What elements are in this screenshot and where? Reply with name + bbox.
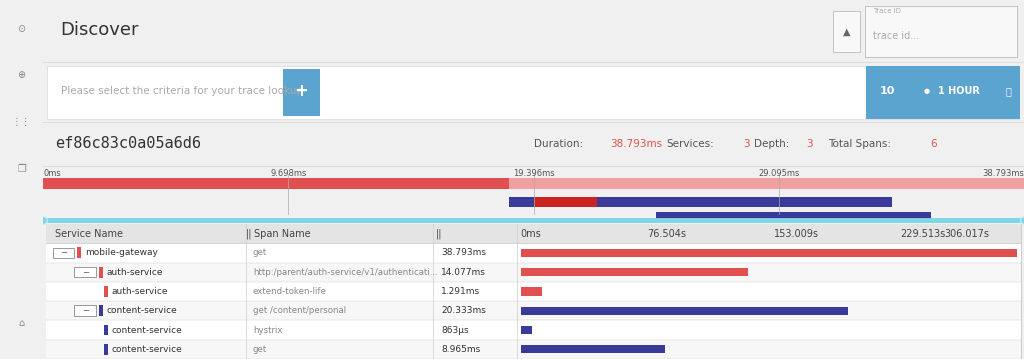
Text: −: − (82, 268, 89, 277)
Text: 14.077ms: 14.077ms (441, 268, 486, 277)
Text: 19.396ms: 19.396ms (513, 169, 554, 178)
Bar (534, 197, 597, 207)
Bar (43, 122, 1024, 123)
Text: 1 HOUR: 1 HOUR (938, 86, 980, 96)
Text: ▲: ▲ (843, 27, 850, 36)
Bar (521, 249, 1017, 257)
Bar (46, 282, 1021, 301)
Bar (521, 268, 748, 276)
Text: ⊕: ⊕ (17, 70, 26, 80)
Text: 29.095ms: 29.095ms (758, 169, 800, 178)
Text: +: + (295, 82, 308, 100)
Text: 38.793ms: 38.793ms (982, 169, 1024, 178)
Text: 1.291ms: 1.291ms (441, 287, 480, 296)
FancyBboxPatch shape (865, 6, 1017, 57)
Bar (284, 69, 319, 116)
Text: Trace ID: Trace ID (872, 8, 901, 14)
Text: 38.793ms: 38.793ms (441, 248, 486, 257)
Text: Service Name: Service Name (54, 229, 123, 239)
Bar (46, 301, 1021, 321)
Text: 0ms: 0ms (521, 229, 542, 239)
Bar (46, 321, 1021, 340)
Bar (521, 326, 531, 334)
Text: 🔍: 🔍 (1006, 86, 1012, 96)
Text: ●: ● (924, 88, 930, 94)
Text: 0ms: 0ms (43, 169, 60, 178)
Text: extend-token-life: extend-token-life (253, 287, 327, 296)
Text: content-service: content-service (112, 326, 182, 335)
Bar (103, 325, 108, 335)
Text: Span Name: Span Name (254, 229, 310, 239)
FancyBboxPatch shape (833, 11, 860, 52)
Text: 9.698ms: 9.698ms (270, 169, 306, 178)
Text: 8.965ms: 8.965ms (441, 345, 480, 354)
Text: −: − (60, 248, 68, 257)
Bar (103, 286, 108, 297)
Text: mobile-gateway: mobile-gateway (85, 248, 158, 257)
Text: ||: || (246, 229, 253, 239)
Text: Please select the criteria for your trace lookup: Please select the criteria for your trac… (60, 86, 303, 96)
Text: 10: 10 (880, 86, 895, 96)
Text: http:/parent/auth-service/v1/authenticati...: http:/parent/auth-service/v1/authenticat… (253, 268, 437, 277)
Text: 863μs: 863μs (441, 326, 469, 335)
Text: 6: 6 (930, 139, 937, 149)
Bar (46, 262, 1021, 282)
Bar (656, 212, 931, 220)
FancyBboxPatch shape (47, 66, 1019, 118)
Text: 20.333ms: 20.333ms (441, 306, 486, 315)
Text: 153.009s: 153.009s (774, 229, 819, 239)
Text: auth-service: auth-service (106, 268, 163, 277)
Bar (53, 248, 75, 258)
Text: Discover: Discover (60, 21, 139, 39)
Bar (99, 306, 102, 316)
Text: ⋮⋮: ⋮⋮ (11, 117, 32, 127)
Text: ||: || (435, 229, 442, 239)
Text: content-service: content-service (112, 345, 182, 354)
Text: get /content/personal: get /content/personal (253, 306, 346, 315)
Bar (521, 307, 848, 315)
Text: get: get (253, 248, 267, 257)
Text: ⊙: ⊙ (17, 24, 26, 34)
Text: 3: 3 (806, 139, 813, 149)
Text: ef86c83c0a05a6d6: ef86c83c0a05a6d6 (54, 136, 201, 151)
Bar (46, 243, 1021, 262)
Text: ⌂: ⌂ (18, 318, 25, 328)
Bar (43, 165, 1024, 167)
Text: 229.513s: 229.513s (900, 229, 945, 239)
Bar (521, 288, 542, 295)
Text: 76.504s: 76.504s (647, 229, 686, 239)
Bar (46, 340, 1021, 359)
Bar (103, 344, 108, 355)
Bar (75, 306, 96, 316)
Text: hystrix: hystrix (253, 326, 283, 335)
Text: auth-service: auth-service (112, 287, 168, 296)
Text: 306.017s: 306.017s (945, 229, 989, 239)
Bar (43, 62, 1024, 63)
Text: −: − (82, 306, 89, 315)
Text: Services:: Services: (666, 139, 714, 149)
Bar (75, 267, 96, 278)
Text: Duration:: Duration: (534, 139, 583, 149)
Bar (43, 178, 509, 189)
Bar (509, 178, 1024, 189)
Bar (866, 66, 1020, 118)
Bar (521, 345, 665, 353)
Bar (509, 197, 892, 207)
Text: Total Spans:: Total Spans: (827, 139, 891, 149)
Bar (46, 224, 1021, 243)
Text: get: get (253, 345, 267, 354)
Text: ❐: ❐ (17, 164, 26, 174)
Text: content-service: content-service (106, 306, 177, 315)
Bar (99, 267, 102, 278)
Bar (78, 247, 81, 258)
Text: 38.793ms: 38.793ms (610, 139, 663, 149)
Text: trace id...: trace id... (872, 32, 920, 41)
Text: Depth:: Depth: (755, 139, 790, 149)
Text: 3: 3 (743, 139, 750, 149)
